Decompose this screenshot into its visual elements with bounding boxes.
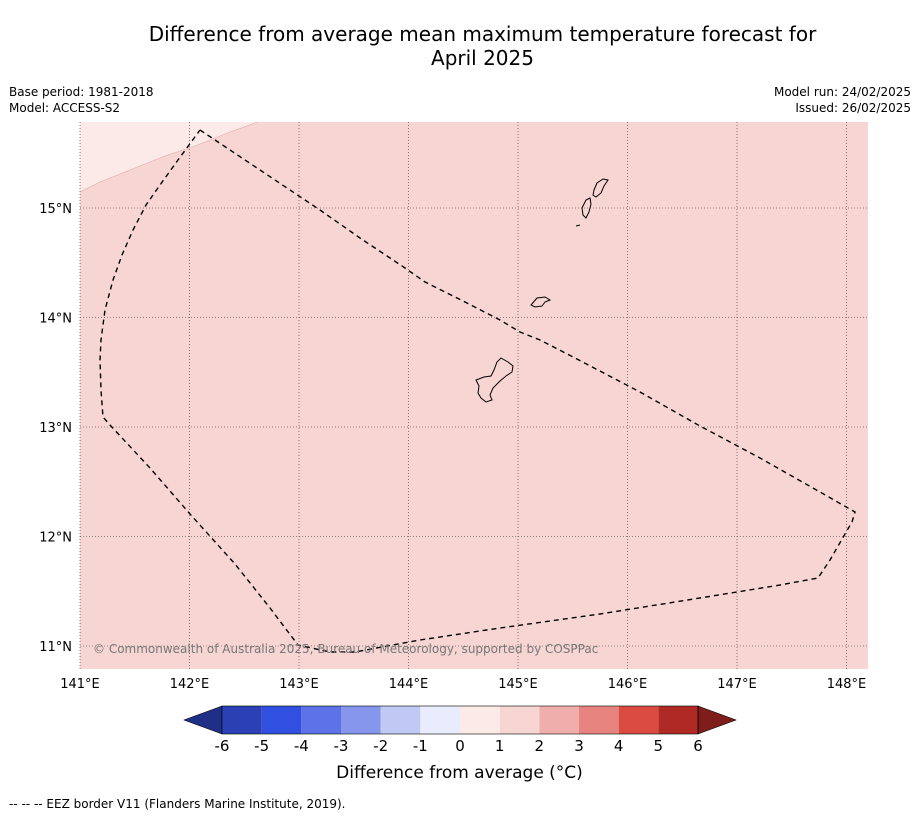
map-region-0-to-1: [80, 122, 258, 192]
colorbar-swatch: [301, 706, 341, 734]
island-tinian: [581, 197, 592, 219]
colorbar-swatch: [380, 706, 421, 734]
colorbar-tick-label: 5: [654, 737, 664, 755]
island-rota: [530, 296, 552, 308]
colorbar-tick-label: 0: [455, 737, 465, 755]
issued-date: Issued: 26/02/2025: [795, 101, 911, 115]
eez-footnote: -- -- -- EEZ border V11 (Flanders Marine…: [9, 797, 346, 811]
meta-left: Base period: 1981-2018 Model: ACCESS-S2: [9, 84, 154, 116]
colorbar-label: Difference from average (°C): [336, 763, 583, 783]
model-name: Model: ACCESS-S2: [9, 101, 121, 115]
colorbar-tick-label: 2: [535, 737, 545, 755]
title-line-2: April 2025: [431, 46, 534, 70]
colorbar-tick-label: -6: [215, 737, 230, 755]
longitude-label: 143°E: [279, 677, 319, 692]
colorbar-tick-label: -1: [413, 737, 428, 755]
chart-title: Difference from average mean maximum tem…: [0, 22, 919, 70]
map-region-boundary: [79, 121, 259, 193]
colorbar-tick-label: -2: [373, 737, 388, 755]
colorbar-extend-high: [697, 705, 737, 735]
longitude-label: 146°E: [608, 677, 648, 692]
colorbar-swatch: [579, 706, 619, 734]
eez-border: [99, 129, 856, 653]
latitude-label: 12°N: [39, 531, 72, 546]
latitude-labels: 15°N 14°N 13°N 12°N 11°N: [39, 202, 72, 655]
colorbar-tick-label: 6: [693, 737, 703, 755]
longitude-label: 145°E: [498, 677, 538, 692]
colorbar-outline: [221, 705, 699, 735]
longitude-label: 144°E: [389, 677, 429, 692]
longitude-labels: 141°E 142°E 143°E 144°E 145°E 146°E 147°E 148°E: [60, 677, 866, 692]
latitude-label: 11°N: [39, 640, 72, 655]
colorbar-tick-label: -3: [334, 737, 349, 755]
colorbar-swatch: [460, 706, 500, 734]
colorbar-swatch: [499, 706, 540, 734]
colorbar-extend-low: [183, 705, 223, 735]
colorbar-tick-label: 4: [614, 737, 624, 755]
colorbar-swatch: [539, 706, 579, 734]
latitude-label: 15°N: [39, 202, 72, 217]
island-guam: [475, 357, 514, 403]
colorbar-tick-label: -4: [294, 737, 309, 755]
colorbar-swatch: [420, 706, 460, 734]
base-period: Base period: 1981-2018: [9, 85, 154, 99]
latitude-label: 13°N: [39, 421, 72, 436]
island-aguijan: [575, 224, 581, 227]
colorbar: [183, 705, 737, 735]
title-line-1: Difference from average mean maximum tem…: [148, 22, 817, 46]
colorbar-swatch: [261, 706, 302, 734]
colorbar-swatch: [222, 706, 262, 734]
longitude-label: 141°E: [60, 677, 100, 692]
longitude-label: 147°E: [717, 677, 757, 692]
colorbar-tick-labels: -6 -5 -4 -3 -2 -1 0 1 2 3 4 5 6: [215, 737, 703, 755]
colorbar-swatch: [341, 706, 381, 734]
copyright-text: © Commonwealth of Australia 2025, Bureau…: [93, 642, 598, 656]
colorbar-tick-label: 3: [574, 737, 584, 755]
colorbar-tick-label: 1: [495, 737, 505, 755]
longitude-label: 148°E: [827, 677, 867, 692]
island-saipan: [592, 178, 609, 198]
colorbar-swatch: [658, 706, 698, 734]
latitude-label: 14°N: [39, 312, 72, 327]
colorbar-swatch: [618, 706, 659, 734]
map-background-fill: [80, 122, 868, 669]
longitude-label: 142°E: [170, 677, 210, 692]
colorbar-tick-label: -5: [254, 737, 269, 755]
model-run: Model run: 24/02/2025: [773, 85, 911, 99]
graticule: [79, 122, 868, 669]
meta-right: Model run: 24/02/2025 Issued: 26/02/2025: [774, 84, 911, 116]
